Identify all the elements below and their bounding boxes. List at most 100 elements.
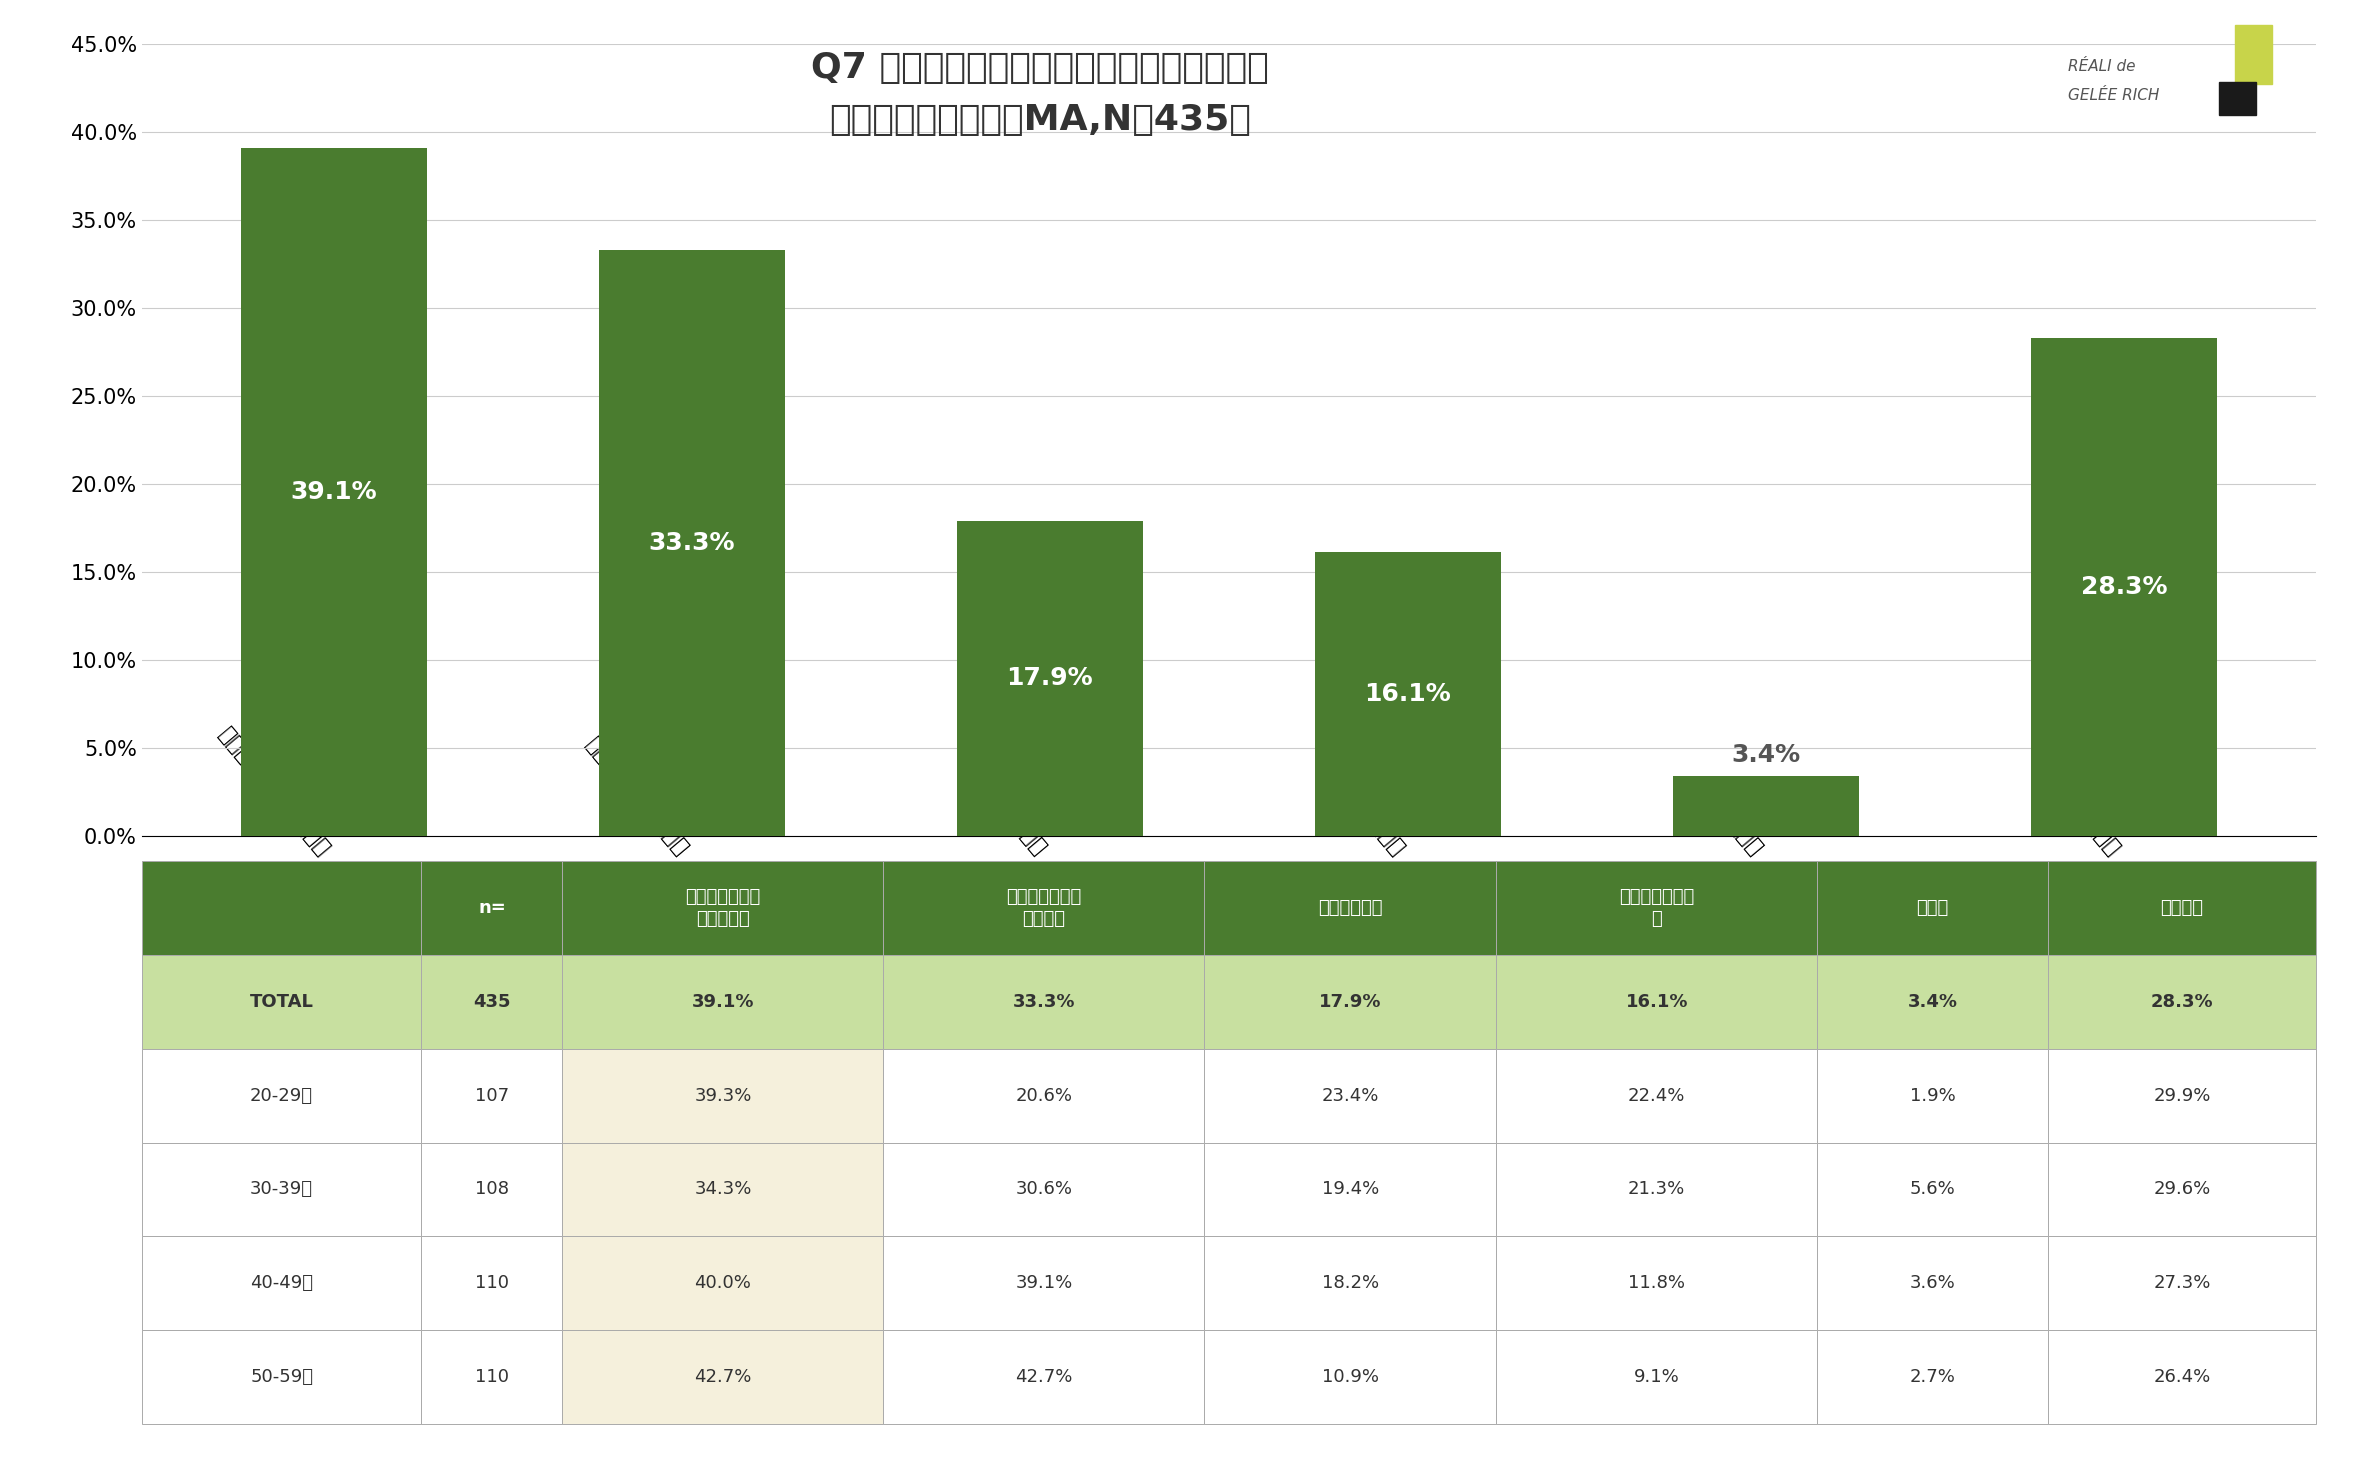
Text: 29.6%: 29.6% xyxy=(2153,1181,2212,1198)
Bar xyxy=(142,1236,421,1330)
Bar xyxy=(1673,776,1860,835)
Bar xyxy=(884,955,1205,1049)
Bar xyxy=(421,1049,562,1143)
Text: 40-49歳: 40-49歳 xyxy=(250,1275,314,1292)
Bar xyxy=(2049,955,2316,1049)
Bar xyxy=(562,1143,884,1236)
Text: RÉALI de: RÉALI de xyxy=(2068,59,2136,73)
Text: 23.4%: 23.4% xyxy=(1321,1087,1380,1105)
Text: 10.9%: 10.9% xyxy=(1321,1368,1380,1386)
Text: 26.4%: 26.4% xyxy=(2153,1368,2212,1386)
Text: 42.7%: 42.7% xyxy=(695,1368,751,1386)
Text: 108: 108 xyxy=(475,1181,508,1198)
Bar xyxy=(421,1330,562,1424)
Bar xyxy=(142,1049,421,1143)
Text: 3.4%: 3.4% xyxy=(1732,743,1801,768)
Bar xyxy=(1817,1143,2049,1236)
Text: 28.3%: 28.3% xyxy=(2150,993,2214,1011)
Bar xyxy=(598,249,785,835)
Text: 28.3%: 28.3% xyxy=(2079,574,2167,599)
Bar xyxy=(1496,955,1817,1049)
Text: 39.1%: 39.1% xyxy=(291,479,378,504)
Bar xyxy=(2219,82,2257,116)
Bar xyxy=(2049,1330,2316,1424)
Text: 34.3%: 34.3% xyxy=(695,1181,751,1198)
Bar xyxy=(562,1049,884,1143)
Bar xyxy=(1817,1330,2049,1424)
Text: GELÉE RICH: GELÉE RICH xyxy=(2068,88,2160,103)
Bar xyxy=(142,1143,421,1236)
Text: 39.1%: 39.1% xyxy=(1016,1275,1073,1292)
Bar xyxy=(1817,1236,2049,1330)
Bar xyxy=(562,955,884,1049)
Text: 教えてください。（MA,N＝435）: 教えてください。（MA,N＝435） xyxy=(829,103,1250,136)
Text: 29.9%: 29.9% xyxy=(2153,1087,2212,1105)
Bar xyxy=(884,1330,1205,1424)
Text: 22.4%: 22.4% xyxy=(1628,1087,1685,1105)
Text: 33.3%: 33.3% xyxy=(647,530,735,555)
Bar xyxy=(562,1236,884,1330)
Text: 16.1%: 16.1% xyxy=(1626,993,1687,1011)
Text: 107: 107 xyxy=(475,1087,508,1105)
Bar xyxy=(1205,1330,1496,1424)
Text: 5.6%: 5.6% xyxy=(1909,1181,1957,1198)
Text: 110: 110 xyxy=(475,1275,508,1292)
Text: トラブルのない
クリーン肌: トラブルのない クリーン肌 xyxy=(685,888,761,927)
Text: 3.6%: 3.6% xyxy=(1909,1275,1957,1292)
Text: 40.0%: 40.0% xyxy=(695,1275,751,1292)
Text: 色白なツヤ肌: 色白なツヤ肌 xyxy=(1319,900,1382,917)
Bar xyxy=(2049,861,2316,955)
Text: 20-29歳: 20-29歳 xyxy=(250,1087,314,1105)
Text: 3.4%: 3.4% xyxy=(1907,993,1957,1011)
Bar xyxy=(1496,1330,1817,1424)
Bar xyxy=(1496,1143,1817,1236)
Text: 50-59歳: 50-59歳 xyxy=(250,1368,314,1386)
Bar xyxy=(1817,861,2049,955)
Bar xyxy=(421,861,562,955)
Bar xyxy=(1496,1236,1817,1330)
Text: 16.1%: 16.1% xyxy=(1363,681,1451,706)
Bar xyxy=(2049,1236,2316,1330)
Bar xyxy=(1205,861,1496,955)
Text: 39.1%: 39.1% xyxy=(692,993,754,1011)
Bar xyxy=(1496,1049,1817,1143)
Text: 39.3%: 39.3% xyxy=(695,1087,751,1105)
Bar xyxy=(1205,1049,1496,1143)
Text: 19.4%: 19.4% xyxy=(1321,1181,1380,1198)
Bar xyxy=(957,520,1144,835)
Text: 18.2%: 18.2% xyxy=(1321,1275,1380,1292)
Text: 42.7%: 42.7% xyxy=(1016,1368,1073,1386)
Bar xyxy=(241,148,428,835)
Bar xyxy=(884,1143,1205,1236)
Text: 110: 110 xyxy=(475,1368,508,1386)
Bar xyxy=(884,1049,1205,1143)
Text: TOTAL: TOTAL xyxy=(250,993,314,1011)
Text: 33.3%: 33.3% xyxy=(1014,993,1075,1011)
Bar xyxy=(142,861,421,955)
Text: n=: n= xyxy=(477,900,506,917)
Text: 2.7%: 2.7% xyxy=(1909,1368,1957,1386)
Bar xyxy=(562,1330,884,1424)
Bar xyxy=(1817,955,2049,1049)
Text: 9.1%: 9.1% xyxy=(1633,1368,1680,1386)
Bar xyxy=(421,1236,562,1330)
Bar xyxy=(1205,955,1496,1049)
Text: 20.6%: 20.6% xyxy=(1016,1087,1073,1105)
Bar xyxy=(421,955,562,1049)
Bar xyxy=(2030,338,2216,835)
Text: 21.3%: 21.3% xyxy=(1628,1181,1685,1198)
Text: 17.9%: 17.9% xyxy=(1007,667,1094,690)
Text: 30-39歳: 30-39歳 xyxy=(250,1181,314,1198)
Bar xyxy=(2235,25,2273,84)
Text: 27.3%: 27.3% xyxy=(2153,1275,2212,1292)
Bar xyxy=(142,955,421,1049)
Bar xyxy=(2049,1049,2316,1143)
Bar xyxy=(1205,1143,1496,1236)
Bar xyxy=(884,861,1205,955)
Bar xyxy=(421,1143,562,1236)
Bar xyxy=(1496,861,1817,955)
Bar xyxy=(562,861,884,955)
Bar xyxy=(1205,1236,1496,1330)
Text: キメ細かな陶器
肌: キメ細かな陶器 肌 xyxy=(1619,888,1694,927)
Bar xyxy=(1817,1049,2049,1143)
